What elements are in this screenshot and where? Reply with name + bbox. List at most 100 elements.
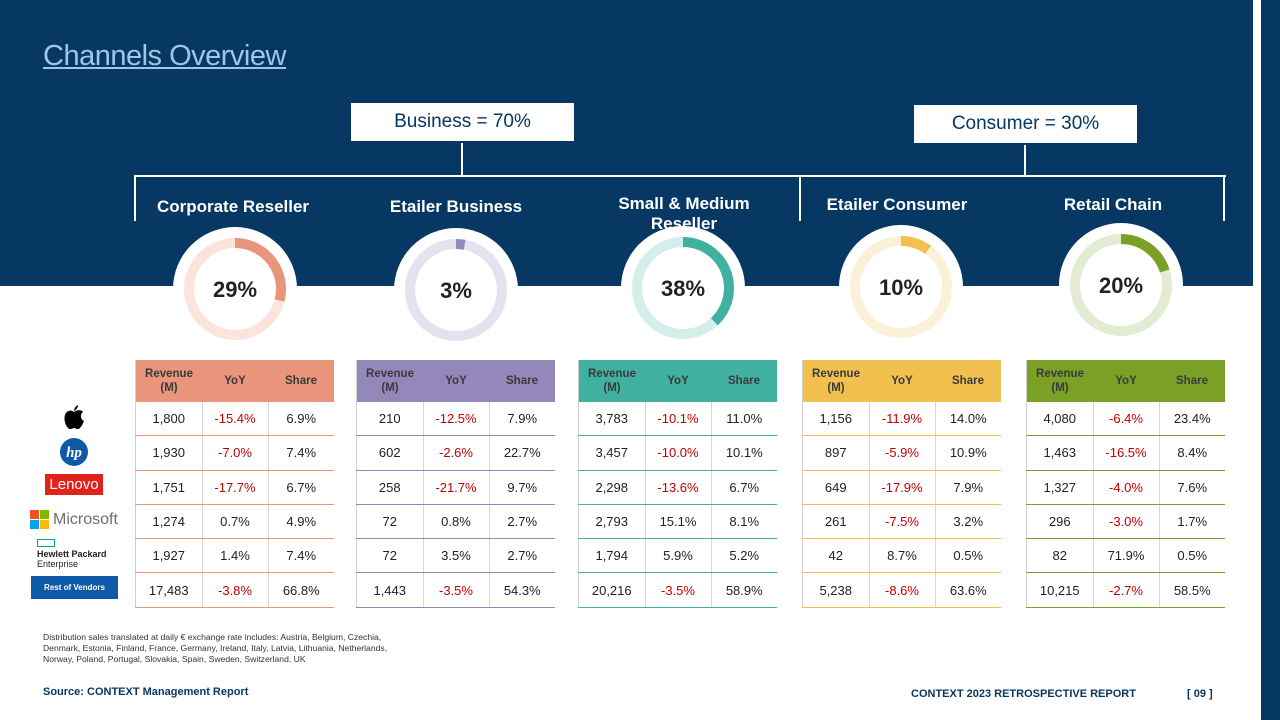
share-cell: 8.1% <box>711 504 777 540</box>
revenue-cell: 1,930 <box>135 435 203 471</box>
yoy-header: YoY <box>423 360 489 402</box>
table-row: 2,298 -13.6% 6.7% <box>578 470 777 505</box>
table-row: 1,927 1.4% 7.4% <box>135 538 334 574</box>
revenue-cell: 261 <box>802 504 870 540</box>
share-donut: 3% <box>394 228 518 352</box>
yoy-cell: -3.5% <box>423 572 490 608</box>
share-cell: 10.1% <box>711 435 777 471</box>
yoy-cell: -12.5% <box>423 402 490 437</box>
share-cell: 6.9% <box>268 402 334 437</box>
yoy-cell: -13.6% <box>645 470 712 505</box>
share-cell: 23.4% <box>1159 402 1225 437</box>
revenue-cell: 210 <box>356 402 424 437</box>
yoy-cell: -7.0% <box>202 435 269 471</box>
table-row: 20,216 -3.5% 58.9% <box>578 572 777 608</box>
channel-table: Revenue (M) YoY Share 210 -12.5% 7.9% 602 -2.6%… <box>356 360 555 608</box>
revenue-header: Revenue (M) <box>135 360 202 402</box>
microsoft-wordmark: Microsoft <box>53 511 118 528</box>
table-row: 602 -2.6% 22.7% <box>356 435 555 471</box>
share-donut: 38% <box>621 226 745 350</box>
revenue-header: Revenue (M) <box>1026 360 1093 402</box>
yoy-cell: -15.4% <box>202 402 269 437</box>
channel-title: Etailer Business <box>389 197 523 216</box>
share-cell: 0.5% <box>1159 538 1225 574</box>
share-cell: 1.7% <box>1159 504 1225 540</box>
right-accent-bar <box>1261 0 1280 720</box>
revenue-header: Revenue (M) <box>578 360 645 402</box>
table-row: 1,443 -3.5% 54.3% <box>356 572 555 608</box>
bracket-tick <box>134 175 136 221</box>
revenue-cell: 5,238 <box>802 572 870 608</box>
share-donut: 29% <box>173 227 297 351</box>
hpe-text: Hewlett Packard <box>37 549 107 559</box>
yoy-header: YoY <box>645 360 711 402</box>
yoy-cell: -8.6% <box>869 572 936 608</box>
share-cell: 58.5% <box>1159 572 1225 608</box>
yoy-cell: -3.5% <box>645 572 712 608</box>
yoy-header: YoY <box>202 360 268 402</box>
revenue-cell: 20,216 <box>578 572 646 608</box>
yoy-header: YoY <box>869 360 935 402</box>
share-label: 38% <box>661 276 705 301</box>
share-cell: 10.9% <box>935 435 1001 471</box>
share-arc <box>850 236 952 338</box>
share-cell: 11.0% <box>711 402 777 437</box>
microsoft-logo: Microsoft <box>28 508 120 532</box>
lenovo-wordmark: Lenovo <box>45 473 103 495</box>
yoy-cell: 3.5% <box>423 538 490 574</box>
share-donut: 10% <box>839 225 963 349</box>
revenue-cell: 3,457 <box>578 435 646 471</box>
table-row: 1,794 5.9% 5.2% <box>578 538 777 574</box>
yoy-cell: -2.6% <box>423 435 490 471</box>
share-cell: 9.7% <box>489 470 555 505</box>
channel-title: Etailer Consumer <box>826 195 968 214</box>
table-row: 42 8.7% 0.5% <box>802 538 1001 574</box>
share-cell: 8.4% <box>1159 435 1225 471</box>
connector <box>461 143 463 176</box>
share-cell: 7.4% <box>268 538 334 574</box>
channel-title: Retail Chain <box>1063 195 1163 214</box>
revenue-cell: 1,794 <box>578 538 646 574</box>
table-row: 3,457 -10.0% 10.1% <box>578 435 777 471</box>
share-cell: 54.3% <box>489 572 555 608</box>
share-cell: 6.7% <box>268 470 334 505</box>
yoy-header: YoY <box>1093 360 1159 402</box>
share-cell: 58.9% <box>711 572 777 608</box>
yoy-cell: -17.7% <box>202 470 269 505</box>
revenue-header: Revenue (M) <box>356 360 423 402</box>
bracket-line <box>134 175 1226 177</box>
table-row: 2,793 15.1% 8.1% <box>578 504 777 540</box>
table-row: 82 71.9% 0.5% <box>1026 538 1225 574</box>
share-arc <box>405 239 507 341</box>
share-arc <box>632 237 734 339</box>
table-row: 1,800 -15.4% 6.9% <box>135 402 334 437</box>
share-header: Share <box>268 360 334 402</box>
share-header: Share <box>1159 360 1225 402</box>
right-gap <box>1253 0 1261 720</box>
microsoft-icon <box>30 510 50 529</box>
channel-table: Revenue (M) YoY Share 1,800 -15.4% 6.9% 1,930-… <box>135 360 334 608</box>
table-row: 649 -17.9% 7.9% <box>802 470 1001 505</box>
channel-title: Corporate Reseller <box>156 197 310 216</box>
revenue-cell: 10,215 <box>1026 572 1094 608</box>
yoy-cell: -3.8% <box>202 572 269 608</box>
hpe-icon <box>37 539 55 547</box>
table-row: 72 0.8% 2.7% <box>356 504 555 540</box>
channel-table: Revenue (M) YoY Share 4,080 -6.4% 23.4% 1,463-… <box>1026 360 1225 608</box>
hpe-text: Enterprise <box>37 559 79 569</box>
yoy-cell: -5.9% <box>869 435 936 471</box>
revenue-cell: 72 <box>356 504 424 540</box>
share-cell: 2.7% <box>489 504 555 540</box>
share-cell: 0.5% <box>935 538 1001 574</box>
share-cell: 4.9% <box>268 504 334 540</box>
revenue-cell: 1,327 <box>1026 470 1094 505</box>
table-row: 1,751 -17.7% 6.7% <box>135 470 334 505</box>
share-header: Share <box>711 360 777 402</box>
source-note: Source: CONTEXT Management Report <box>43 686 249 698</box>
channel-table: Revenue (M) YoY Share 3,783 -10.1% 11.0% 3,457… <box>578 360 777 608</box>
apple-icon <box>64 405 84 430</box>
channel-table: Revenue (M) YoY Share 1,156 -11.9% 14.0% 897 -5… <box>802 360 1001 608</box>
share-cell: 2.7% <box>489 538 555 574</box>
share-cell: 7.9% <box>935 470 1001 505</box>
table-row: 1,930 -7.0% 7.4% <box>135 435 334 471</box>
